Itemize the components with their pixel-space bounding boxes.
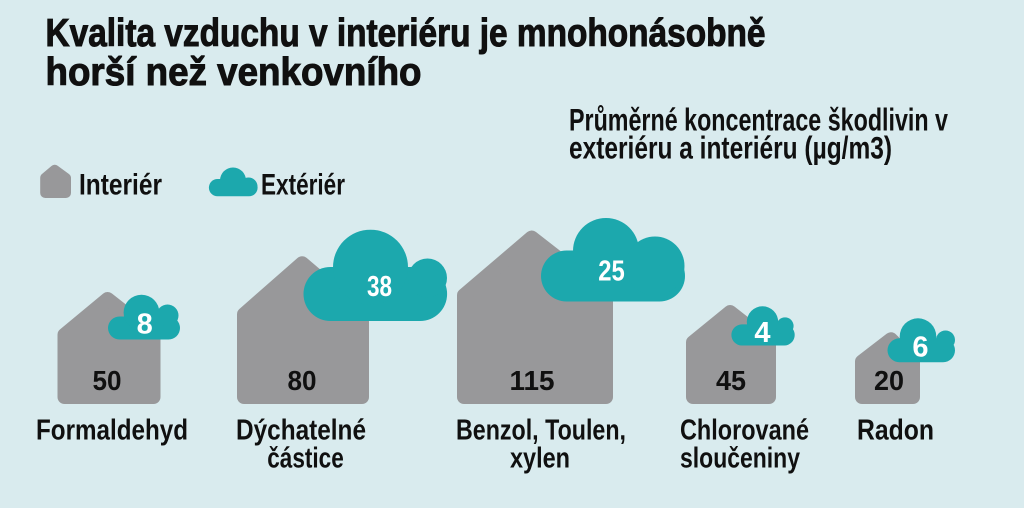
svg-text:sloučeniny: sloučeniny [680, 443, 800, 475]
svg-text:částice: částice [267, 443, 344, 475]
svg-text:Chlorované: Chlorované [680, 415, 809, 447]
svg-text:8: 8 [137, 309, 153, 341]
svg-text:xylen: xylen [510, 443, 570, 475]
svg-text:Interiér: Interiér [79, 169, 162, 202]
svg-text:115: 115 [510, 365, 555, 396]
svg-text:Benzol, Toulen,: Benzol, Toulen, [456, 415, 626, 447]
svg-text:38: 38 [367, 271, 392, 303]
svg-text:Kvalita vzduchu v interiéru je: Kvalita vzduchu v interiéru je mnohonáso… [46, 12, 766, 55]
svg-text:Průměrné koncentrace škodlivin: Průměrné koncentrace škodlivin v [569, 102, 948, 138]
svg-text:6: 6 [912, 332, 928, 364]
svg-text:25: 25 [598, 256, 625, 288]
svg-text:Formaldehyd: Formaldehyd [36, 415, 188, 447]
svg-text:Radon: Radon [857, 415, 934, 447]
svg-text:horší než venkovního: horší než venkovního [46, 51, 422, 94]
svg-text:Extériér: Extériér [261, 169, 345, 202]
svg-text:Dýchatelné: Dýchatelné [236, 415, 366, 447]
svg-text:45: 45 [716, 365, 746, 396]
svg-text:exteriéru a interiéru (µg/m3): exteriéru a interiéru (µg/m3) [569, 130, 892, 166]
svg-text:80: 80 [288, 365, 317, 396]
svg-text:4: 4 [754, 317, 770, 349]
svg-text:50: 50 [93, 365, 122, 396]
svg-text:20: 20 [874, 365, 904, 396]
